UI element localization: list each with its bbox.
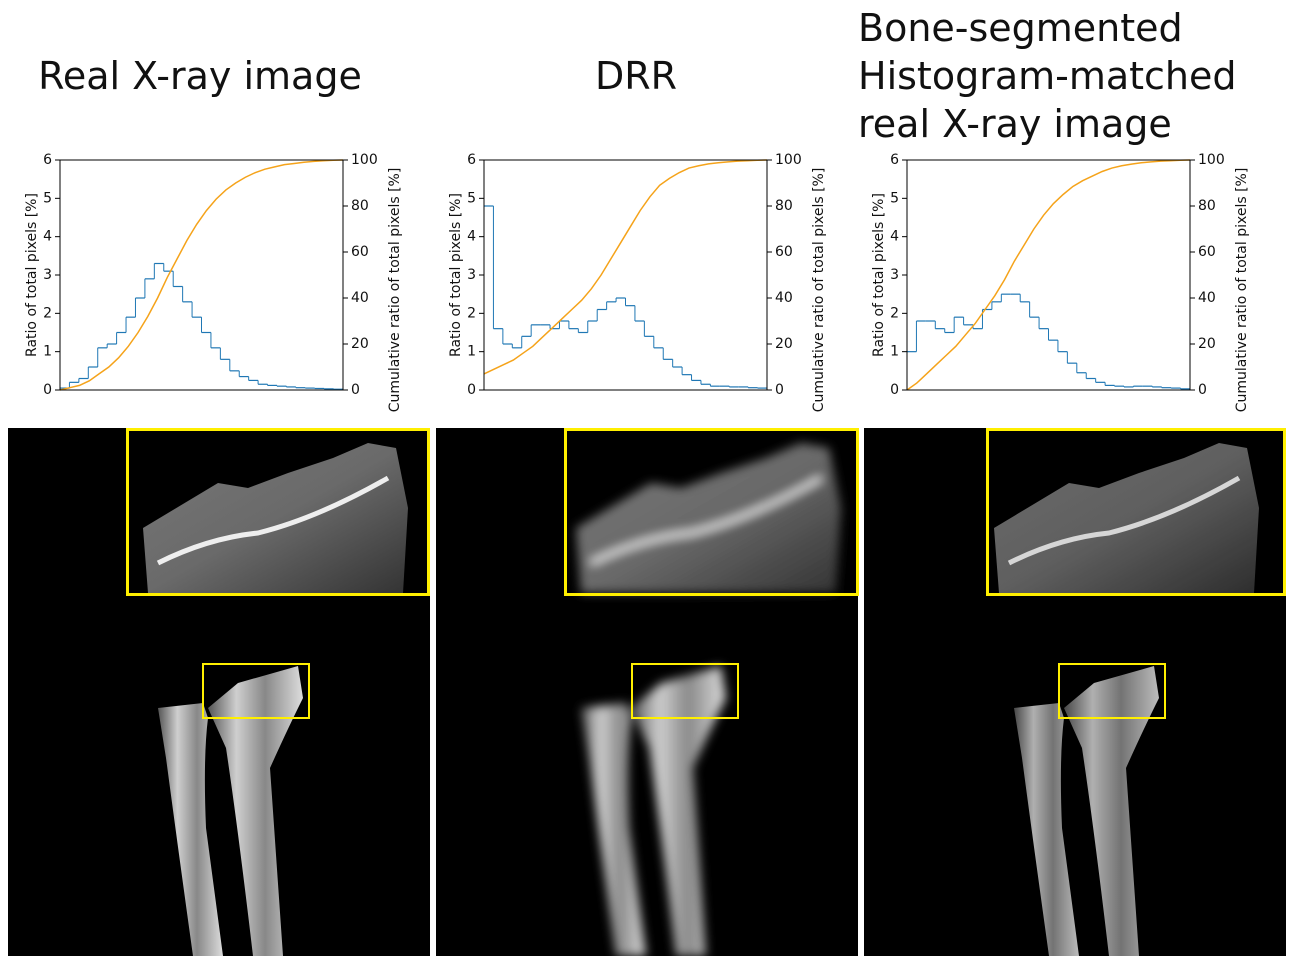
y2-tick-label: 100 (1198, 152, 1225, 168)
y-axis-label: Ratio of total pixels [%] (871, 193, 887, 357)
y-tick-label: 3 (467, 267, 476, 283)
y-tick-label: 6 (890, 152, 899, 168)
plot-frame (484, 160, 767, 390)
y-tick-label: 0 (890, 382, 899, 398)
y2-tick-label: 60 (1198, 244, 1216, 260)
page: {"chart_data": [ {"type": "histogram", "… (0, 0, 1290, 956)
y-tick-label: 3 (43, 267, 52, 283)
y2-tick-label: 0 (1198, 382, 1207, 398)
y2-tick-label: 40 (775, 290, 793, 306)
y-axis-label: Ratio of total pixels [%] (24, 193, 40, 357)
y2-tick-label: 0 (351, 382, 360, 398)
y2-tick-label: 40 (351, 290, 369, 306)
y2-tick-label: 80 (1198, 198, 1216, 214)
y2-tick-label: 80 (351, 198, 369, 214)
y2-axis-label: Cumulative ratio of total pixels [%] (1234, 168, 1250, 413)
y-tick-label: 4 (43, 229, 52, 245)
y-tick-label: 0 (43, 382, 52, 398)
y2-tick-label: 60 (351, 244, 369, 260)
panel-drr (436, 428, 858, 956)
panel-real (8, 428, 430, 956)
y-tick-label: 1 (890, 344, 899, 360)
y-tick-label: 5 (467, 190, 476, 206)
y-tick-label: 4 (890, 229, 899, 245)
y-tick-label: 5 (43, 190, 52, 206)
y2-tick-label: 0 (775, 382, 784, 398)
y2-axis-label: Cumulative ratio of total pixels [%] (387, 168, 403, 413)
y-tick-label: 3 (890, 267, 899, 283)
y2-tick-label: 20 (351, 336, 369, 352)
y-tick-label: 6 (43, 152, 52, 168)
y2-tick-label: 40 (1198, 290, 1216, 306)
y-axis-label: Ratio of total pixels [%] (448, 193, 464, 357)
y2-axis-label: Cumulative ratio of total pixels [%] (811, 168, 827, 413)
y-tick-label: 1 (467, 344, 476, 360)
y2-tick-label: 100 (351, 152, 378, 168)
cumulative-line (60, 160, 343, 390)
cumulative-line (484, 160, 767, 374)
plot-frame (60, 160, 343, 390)
plot-frame (907, 160, 1190, 390)
panel-matched (864, 428, 1286, 956)
y2-tick-label: 20 (775, 336, 793, 352)
y2-tick-label: 80 (775, 198, 793, 214)
y2-tick-label: 100 (775, 152, 802, 168)
y2-tick-label: 60 (775, 244, 793, 260)
y-tick-label: 4 (467, 229, 476, 245)
y-tick-label: 5 (890, 190, 899, 206)
y-tick-label: 6 (467, 152, 476, 168)
y-tick-label: 2 (890, 305, 899, 321)
y-tick-label: 2 (43, 305, 52, 321)
cumulative-line (907, 160, 1190, 390)
y-tick-label: 0 (467, 382, 476, 398)
y-tick-label: 1 (43, 344, 52, 360)
y2-tick-label: 20 (1198, 336, 1216, 352)
y-tick-label: 2 (467, 305, 476, 321)
